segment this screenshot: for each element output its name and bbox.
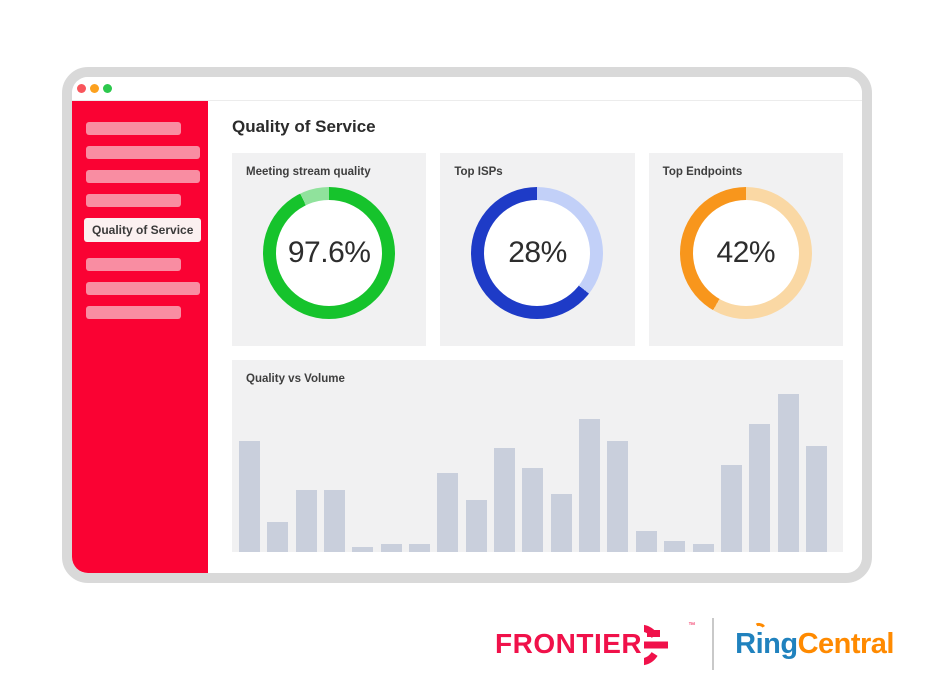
card-top-endpoints: Top Endpoints 42% xyxy=(648,153,843,346)
card-title: Top ISPs xyxy=(454,166,503,178)
sidebar-item-placeholder[interactable] xyxy=(86,146,200,159)
bar xyxy=(635,531,657,552)
donut-value: 28% xyxy=(484,200,591,306)
donut-ring: 42% xyxy=(679,187,812,319)
sidebar-item-placeholder[interactable] xyxy=(86,122,181,135)
bar xyxy=(579,419,601,552)
window-body: Quality of Service Quality of Service Me… xyxy=(72,101,862,573)
bar xyxy=(324,490,346,552)
bar-chart xyxy=(239,394,827,552)
bar xyxy=(352,547,374,552)
frontier-circle-icon: ™ xyxy=(619,621,695,668)
bar xyxy=(664,540,686,552)
bar xyxy=(607,441,629,552)
bar xyxy=(267,521,289,552)
frontier-logo: FRONTIER ™ xyxy=(495,621,695,668)
sidebar-item-placeholder[interactable] xyxy=(86,258,181,271)
card-title: Top Endpoints xyxy=(662,166,743,178)
bar xyxy=(494,447,516,552)
bar xyxy=(777,394,799,552)
bar xyxy=(805,446,827,552)
sidebar-skeleton-top xyxy=(72,122,208,207)
bar xyxy=(522,468,544,552)
ringcentral-logo: RingCentral xyxy=(735,621,895,661)
minimize-window-icon[interactable] xyxy=(90,84,99,93)
sidebar-item-placeholder[interactable] xyxy=(86,306,181,319)
donut-value: 42% xyxy=(692,200,799,306)
stat-cards-row: Meeting stream quality 97.6% Top ISPs 28… xyxy=(232,153,843,346)
bar xyxy=(409,544,431,552)
donut-wrap: 97.6% xyxy=(246,187,412,319)
logo-divider xyxy=(712,618,715,670)
donut-wrap: 28% xyxy=(454,187,620,319)
window-titlebar xyxy=(72,77,862,101)
sidebar-item-placeholder[interactable] xyxy=(86,170,200,183)
bar xyxy=(380,544,402,552)
card-top-isps: Top ISPs 28% xyxy=(440,153,635,346)
donut-wrap: 42% xyxy=(663,187,829,319)
bar xyxy=(749,424,771,552)
sidebar-skeleton-bottom xyxy=(72,258,208,319)
bar xyxy=(465,499,487,552)
card-title: Meeting stream quality xyxy=(246,166,371,178)
ringcentral-wordmark-central: Central xyxy=(797,627,895,660)
sidebar-item-quality-of-service[interactable]: Quality of Service xyxy=(84,218,202,242)
zoom-window-icon[interactable] xyxy=(103,84,112,93)
bar xyxy=(295,490,317,552)
main-content: Quality of Service Meeting stream qualit… xyxy=(208,101,862,573)
sidebar-item-placeholder[interactable] xyxy=(86,194,181,207)
donut-ring: 28% xyxy=(471,187,604,319)
bar xyxy=(437,473,459,552)
page-title: Quality of Service xyxy=(232,117,376,136)
chart-title: Quality vs Volume xyxy=(246,373,345,385)
sidebar-item-placeholder[interactable] xyxy=(86,282,200,295)
donut-ring: 97.6% xyxy=(263,187,396,319)
frontier-wordmark: FRONTIER xyxy=(495,628,643,659)
sidebar: Quality of Service xyxy=(72,101,208,573)
card-meeting-stream-quality: Meeting stream quality 97.6% xyxy=(232,153,427,346)
browser-window: Quality of Service Quality of Service Me… xyxy=(62,67,872,583)
ringcentral-wordmark-ring: Ring xyxy=(735,627,798,660)
bar xyxy=(692,544,714,552)
bar xyxy=(239,441,260,552)
donut-value: 97.6% xyxy=(276,200,383,306)
bar xyxy=(720,465,742,552)
bar xyxy=(550,493,572,552)
close-window-icon[interactable] xyxy=(77,84,86,93)
card-quality-vs-volume: Quality vs Volume xyxy=(232,360,843,552)
footer-logos: FRONTIER ™ RingCentral xyxy=(495,618,895,670)
trademark-symbol: ™ xyxy=(688,621,696,629)
